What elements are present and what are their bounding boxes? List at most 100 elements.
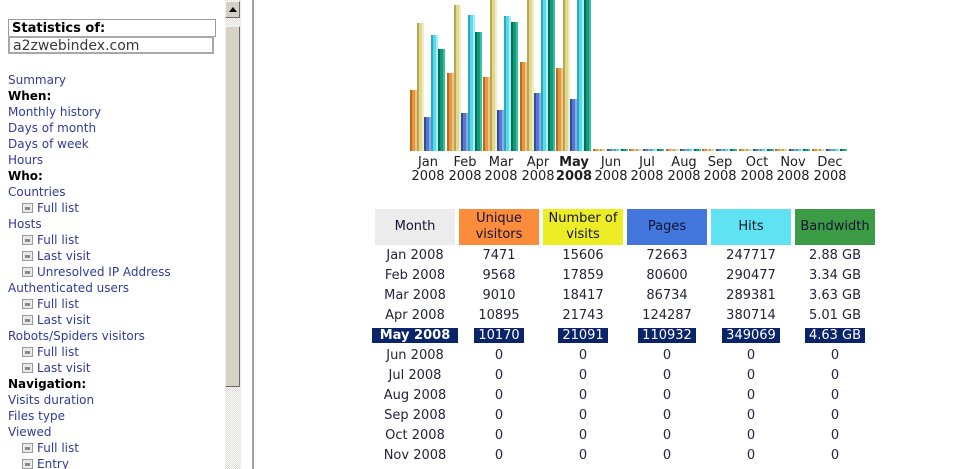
bar-bandwidth-gb--may (584, 0, 591, 151)
sidebar-item-authenticated-users[interactable]: Authenticated users (8, 280, 223, 296)
table-cell: 18417 (543, 285, 623, 305)
menu-item-label: Authenticated users (8, 281, 130, 295)
column-header-pages: Pages (627, 209, 707, 245)
bar-pages-apr (534, 93, 541, 151)
bar-number-of-visits-sep (709, 149, 716, 151)
sidebar-item-last-visit[interactable]: Last visit (8, 312, 223, 328)
sidebar-item-countries[interactable]: Countries (8, 184, 223, 200)
menu-item-label: Hours (8, 153, 44, 167)
menu-item-label: Viewed (8, 425, 52, 439)
bar-pages-oct (753, 149, 760, 151)
sidebar-item-full-list[interactable]: Full list (8, 232, 223, 248)
table-cell: 0 (543, 425, 623, 445)
sidebar-item-visits-duration[interactable]: Visits duration (8, 392, 223, 408)
sidebar-item-days-of-week[interactable]: Days of week (8, 136, 223, 152)
table-cell: 124287 (627, 305, 707, 325)
sidebar-item-days-of-month[interactable]: Days of month (8, 120, 223, 136)
bar-number-of-visits-feb (454, 5, 461, 151)
menu-item-label: Full list (37, 201, 79, 215)
sidebar-scrollbar[interactable] (225, 0, 241, 469)
table-cell: 80600 (627, 265, 707, 285)
table-cell: 0 (627, 425, 707, 445)
sidebar-item-unresolved-ip-address[interactable]: Unresolved IP Address (8, 264, 223, 280)
cell-value: Apr 2008 (385, 307, 445, 323)
cell-value: Sep 2008 (384, 407, 446, 423)
table-row-may-2008: May 2008 10170 21091 110932 349069 4.63 GB (371, 325, 883, 345)
sidebar-item-robots-spiders-visitors[interactable]: Robots/Spiders visitors (8, 328, 223, 344)
month-label-apr: Apr 2008 (521, 155, 555, 184)
month-label-oct: Oct 2008 (740, 155, 774, 184)
menu-item-label: Navigation: (8, 377, 87, 391)
sidebar-item-viewed[interactable]: Viewed (8, 424, 223, 440)
monthly-history-chart (0, 0, 960, 151)
menu-item-label: Last visit (37, 361, 91, 375)
table-cell: 21743 (543, 305, 623, 325)
menu-item-label: Robots/Spiders visitors (8, 329, 145, 343)
bar-hits-feb (468, 15, 475, 151)
menu-item-label: Entry (37, 457, 69, 469)
cell-value: 0 (746, 427, 756, 443)
cell-value: 0 (578, 367, 588, 383)
table-cell: 72663 (627, 245, 707, 265)
list-bullet-icon (22, 363, 33, 373)
sidebar-section-when-: When: (8, 88, 223, 104)
cell-value: 5.01 GB (808, 307, 862, 323)
bar-bandwidth-gb--apr (548, 0, 555, 151)
table-cell: 0 (711, 425, 791, 445)
cell-value: 349069 (722, 327, 780, 343)
sidebar-item-last-visit[interactable]: Last visit (8, 248, 223, 264)
list-bullet-icon (22, 203, 33, 213)
cell-value: 0 (494, 447, 504, 463)
cell-value: 0 (662, 347, 672, 363)
bar-pages-aug (680, 149, 687, 151)
table-cell: 86734 (627, 285, 707, 305)
sidebar-item-full-list[interactable]: Full list (8, 440, 223, 456)
bar-pages-dec (826, 149, 833, 151)
sidebar-item-files-type[interactable]: Files type (8, 408, 223, 424)
cell-value: 0 (578, 387, 588, 403)
table-row-feb-2008: Feb 2008 9568 17859 80600 290477 3.34 GB (375, 265, 883, 285)
sidebar-item-monthly-history[interactable]: Monthly history (8, 104, 223, 120)
bar-bandwidth-gb--sep (730, 149, 737, 151)
cell-value: 0 (830, 367, 840, 383)
menu-item-label: Full list (37, 345, 79, 359)
cell-value: 15606 (562, 247, 604, 263)
bar-pages-sep (716, 149, 723, 151)
table-cell: 0 (459, 445, 539, 465)
sidebar-section-navigation-: Navigation: (8, 376, 223, 392)
sidebar-item-last-visit[interactable]: Last visit (8, 360, 223, 376)
sidebar-item-hours[interactable]: Hours (8, 152, 223, 168)
cell-value: 0 (830, 347, 840, 363)
sidebar-item-full-list[interactable]: Full list (8, 344, 223, 360)
column-header-label: Unique visitors (475, 210, 523, 242)
table-body: Jan 2008 7471 15606 72663 247717 2.88 GB Feb 2… (371, 245, 883, 465)
bar-unique-visitors-nov (775, 149, 782, 151)
month-label-nov: Nov 2008 (776, 155, 810, 184)
cell-value: 110932 (638, 327, 696, 343)
bar-unique-visitors-mar (483, 77, 490, 151)
table-header-row: Month Unique visitors Number of visits Page… (375, 209, 883, 245)
table-cell: 110932 (627, 325, 707, 345)
cell-value: Jul 2008 (388, 367, 442, 383)
table-cell: Jun 2008 (375, 345, 455, 365)
sidebar-item-summary[interactable]: Summary (8, 72, 223, 88)
menu-item-label: Countries (8, 185, 66, 199)
sidebar-item-full-list[interactable]: Full list (8, 200, 223, 216)
sidebar-item-entry[interactable]: Entry (8, 456, 223, 469)
scrollbar-thumb[interactable] (225, 26, 240, 387)
cell-value: 3.34 GB (808, 267, 862, 283)
table-cell: Jan 2008 (375, 245, 455, 265)
bar-number-of-visits-may (563, 0, 570, 151)
table-cell: 290477 (711, 265, 791, 285)
scrollbar-up-arrow-icon[interactable] (225, 1, 240, 18)
cell-value: 0 (494, 367, 504, 383)
bar-pages-mar (497, 110, 504, 151)
cell-value: Jan 2008 (386, 247, 444, 263)
sidebar-item-full-list[interactable]: Full list (8, 296, 223, 312)
bar-number-of-visits-jun (600, 149, 607, 151)
cell-value: 9010 (482, 287, 516, 303)
column-header-number-of-visits: Number of visits (543, 209, 623, 245)
list-bullet-icon (22, 235, 33, 245)
cell-value: 0 (746, 447, 756, 463)
sidebar-item-hosts[interactable]: Hosts (8, 216, 223, 232)
